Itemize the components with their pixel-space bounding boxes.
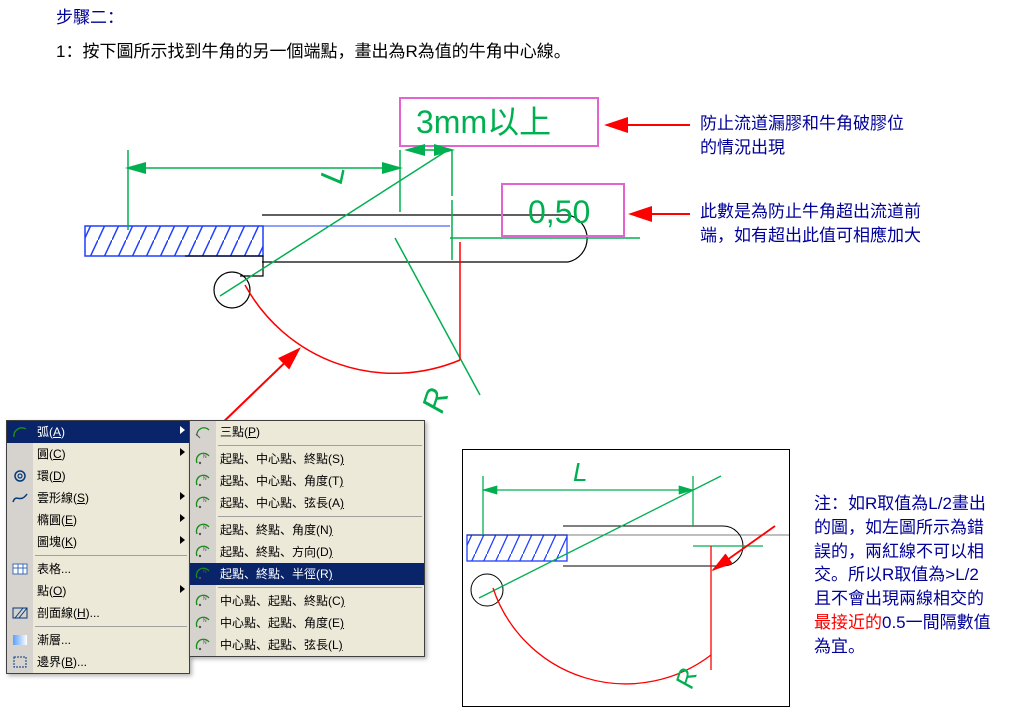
menu-main-item-4[interactable]: 橢圓(E) (7, 509, 189, 531)
svg-text:N: N (203, 476, 207, 482)
menu-sub-item-6[interactable]: N 起點、終點、角度(N) (190, 519, 424, 541)
menu-sub-item-12[interactable]: N 中心點、起點、弦長(L) (190, 634, 424, 656)
menu-main-item-9[interactable]: 剖面線(H)... (7, 602, 189, 624)
page-root: 步驟二： 1：按下圖所示找到牛角的另一個端點，畫出為R為值的牛角中心線。 防止流… (0, 0, 1012, 715)
menu-sub-item-7[interactable]: N 起點、終點、方向(D) (190, 541, 424, 563)
menu-main-item-11[interactable]: 漸層... (7, 629, 189, 651)
arc-sea-icon: N (194, 522, 212, 538)
small-diagram-frame: L R (462, 449, 790, 707)
menu-item-label: 起點、終點、角度(N) (220, 523, 333, 537)
menu-separator (218, 516, 422, 517)
arc-icon (11, 424, 29, 440)
menu-item-label: 起點、終點、方向(D) (220, 545, 333, 559)
boundary-icon (11, 654, 29, 670)
arc-csl-icon: N (194, 637, 212, 653)
menu-sub-item-11[interactable]: N 中心點、起點、角度(E) (190, 612, 424, 634)
menu-sub-item-10[interactable]: N 中心點、起點、終點(C) (190, 590, 424, 612)
arc-sce-icon: N (194, 451, 212, 467)
menu-main-item-7[interactable]: 表格... (7, 558, 189, 580)
menu-item-label: 橢圓(E) (37, 513, 77, 527)
submenu-arrow-icon (180, 536, 185, 544)
submenu-arrow-icon (180, 585, 185, 593)
small-label-L: L (573, 454, 587, 490)
menu-item-label: 中心點、起點、弦長(L) (220, 638, 343, 652)
menu-main-item-0[interactable]: 弧(A) (7, 421, 189, 443)
menu-item-label: 圓(C) (37, 447, 66, 461)
dim-3mm: 3mm以上 (416, 100, 551, 145)
menu-item-label: 起點、中心點、弦長(A) (220, 496, 344, 510)
menu-main-item-5[interactable]: 圖塊(K) (7, 531, 189, 553)
hatch-icon (11, 605, 29, 621)
menu-main-item-12[interactable]: 邊界(B)... (7, 651, 189, 673)
menu-main-item-8[interactable]: 點(O) (7, 580, 189, 602)
svg-text:N: N (203, 498, 207, 504)
menu-main-item-3[interactable]: 雲形線(S) (7, 487, 189, 509)
menu-sub-item-8[interactable]: N 起點、終點、半徑(R) (190, 563, 424, 585)
svg-text:N: N (203, 596, 207, 602)
arc-ser-icon: N (194, 566, 212, 582)
spline-icon (11, 490, 29, 506)
menu-item-label: 中心點、起點、終點(C) (220, 594, 345, 608)
menu-item-label: 起點、中心點、角度(T) (220, 474, 343, 488)
arc-cse-icon: N (194, 593, 212, 609)
menu-separator (35, 626, 187, 627)
menu-item-label: 圖塊(K) (37, 535, 77, 549)
donut-icon (11, 468, 29, 484)
menu-item-label: 雲形線(S) (37, 491, 89, 505)
note-top-2: 此數是為防止牛角超出流道前端，如有超出此值可相應加大 (700, 200, 930, 248)
gradient-icon (11, 632, 29, 648)
svg-text:N: N (203, 525, 207, 531)
menu-item-label: 環(D) (37, 469, 66, 483)
submenu-arrow-icon (180, 426, 185, 434)
small-diagram (463, 450, 789, 706)
svg-text:N: N (203, 618, 207, 624)
menu-item-label: 漸層... (37, 633, 71, 647)
menu-item-label: 弧(A) (37, 425, 65, 439)
submenu-arrow-icon (180, 448, 185, 456)
menu-item-label: 剖面線(H)... (37, 606, 100, 620)
arc-scl-icon: N (194, 495, 212, 511)
arc3p-icon (194, 424, 212, 440)
menu-item-label: 起點、終點、半徑(R) (220, 567, 333, 581)
menu-separator (218, 587, 422, 588)
menu-item-label: 中心點、起點、角度(E) (220, 616, 344, 630)
menu-main-item-1[interactable]: 圓(C) (7, 443, 189, 465)
note-right: 注：如R取值為L/2畫出的圖，如左圖所示為錯誤的，兩紅線不可以相交。所以R取值為… (814, 492, 994, 659)
menu-main[interactable]: 弧(A) 圓(C) 環(D) 雲形線(S) 橢圓(E) 圖塊(K) 表格... 點(O) 剖面線… (6, 420, 190, 674)
arc-sca-icon: N (194, 473, 212, 489)
note-top-1: 防止流道漏膠和牛角破膠位的情況出現 (700, 112, 920, 160)
arc-sed-icon: N (194, 544, 212, 560)
menu-sub-item-3[interactable]: N 起點、中心點、角度(T) (190, 470, 424, 492)
menu-sub[interactable]: 三點(P) N 起點、中心點、終點(S) N 起點、中心點、角度(T) N 起點、中心點、弦… (189, 420, 425, 657)
table-icon (11, 561, 29, 577)
menu-item-label: 起點、中心點、終點(S) (220, 452, 344, 466)
menu-separator (35, 555, 187, 556)
menu-separator (218, 445, 422, 446)
note-right-b: 最接近的 (814, 613, 882, 632)
dim-050: 0,50 (528, 190, 590, 235)
submenu-arrow-icon (180, 492, 185, 500)
menu-item-label: 表格... (37, 562, 71, 576)
menu-sub-item-2[interactable]: N 起點、中心點、終點(S) (190, 448, 424, 470)
menu-main-item-2[interactable]: 環(D) (7, 465, 189, 487)
svg-text:N: N (203, 640, 207, 646)
arc-csa-icon: N (194, 615, 212, 631)
menu-sub-item-0[interactable]: 三點(P) (190, 421, 424, 443)
menu-item-label: 三點(P) (220, 425, 260, 439)
label-R: R (411, 382, 461, 418)
menu-sub-item-4[interactable]: N 起點、中心點、弦長(A) (190, 492, 424, 514)
submenu-arrow-icon (180, 514, 185, 522)
label-L: L (309, 161, 357, 188)
svg-text:N: N (203, 569, 207, 575)
menu-item-label: 邊界(B)... (37, 655, 87, 669)
svg-text:N: N (203, 547, 207, 553)
svg-text:N: N (203, 454, 207, 460)
step-text: 1：按下圖所示找到牛角的另一個端點，畫出為R為值的牛角中心線。 (56, 40, 571, 64)
menu-item-label: 點(O) (37, 584, 66, 598)
note-right-a: 注：如R取值為L/2畫出的圖，如左圖所示為錯誤的，兩紅線不可以相交。所以R取值為… (814, 494, 986, 608)
step-title: 步驟二： (56, 6, 124, 30)
